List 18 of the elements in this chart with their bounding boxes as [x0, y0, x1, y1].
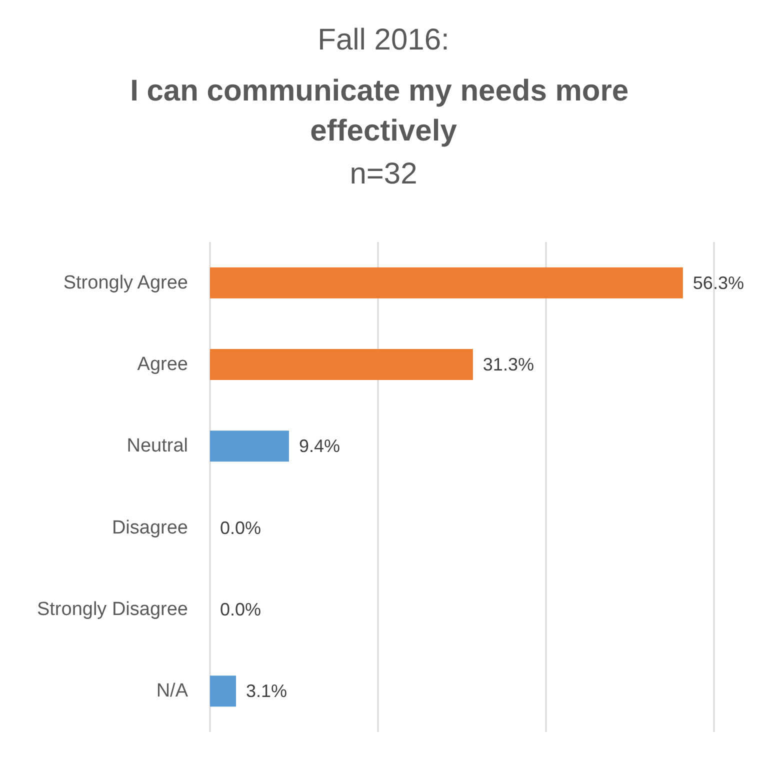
- data-label: 3.1%: [246, 681, 288, 702]
- bar: [210, 430, 289, 462]
- data-label: 56.3%: [692, 272, 744, 293]
- bar: [210, 267, 683, 298]
- data-label: 0.0%: [220, 600, 262, 620]
- chart-subtitle: n=32: [350, 158, 418, 190]
- y-tick-label: N/A: [156, 680, 188, 702]
- y-tick-label: Agree: [137, 354, 188, 375]
- text: Fall 2016:: [318, 24, 450, 56]
- y-tick-label: Strongly Agree: [63, 272, 188, 294]
- y-tick-label: Neutral: [126, 436, 188, 457]
- data-label: 31.3%: [482, 354, 534, 374]
- data-label: 0.0%: [220, 518, 262, 538]
- bar: [210, 676, 236, 707]
- y-tick-label: Disagree: [112, 517, 188, 538]
- bar: [210, 348, 473, 380]
- data-label: 9.4%: [298, 436, 340, 456]
- y-tick-label: Strongly Disagree: [36, 599, 188, 620]
